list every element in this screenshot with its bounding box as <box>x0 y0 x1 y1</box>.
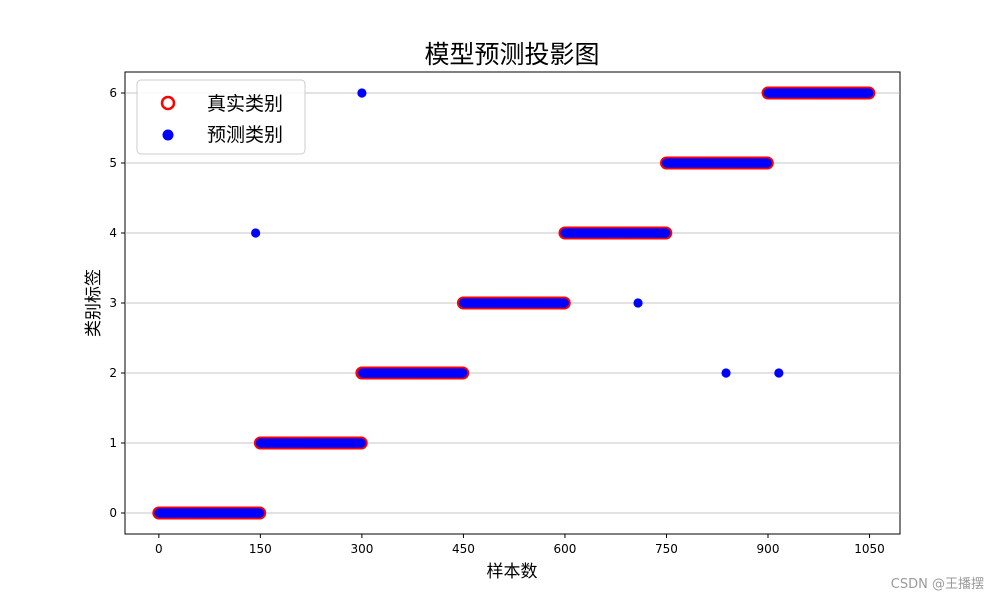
legend-label-true: 真实类别 <box>207 93 283 115</box>
pred-point <box>661 228 671 238</box>
series-pred-layer <box>154 88 874 518</box>
x-tick-label: 300 <box>350 542 373 556</box>
y-tick-label: 1 <box>109 436 117 450</box>
y-axis-title: 类别标签 <box>84 269 104 337</box>
watermark: CSDN @王播摆 <box>890 577 984 592</box>
pred-point <box>356 438 366 448</box>
pred-point <box>458 368 468 378</box>
x-tick-label: 750 <box>655 542 678 556</box>
x-tick-label: 900 <box>757 542 780 556</box>
y-tick-label: 6 <box>109 86 117 100</box>
x-tick-label: 1050 <box>854 542 885 556</box>
legend-box <box>136 79 306 155</box>
pred-point <box>633 298 643 308</box>
y-tick-label: 4 <box>109 226 117 240</box>
y-tick-label: 0 <box>109 506 117 520</box>
chart-title: 模型预测投影图 <box>424 40 599 69</box>
y-tick-label: 2 <box>109 366 117 380</box>
pred-point <box>255 508 265 518</box>
legend-marker-pred <box>162 129 174 141</box>
x-tick-label: 600 <box>554 542 577 556</box>
legend: 真实类别 预测类别 <box>136 79 306 155</box>
pred-point <box>559 298 569 308</box>
legend-marker-true <box>160 95 176 111</box>
pred-point <box>774 368 784 378</box>
x-tick-label: 0 <box>155 542 163 556</box>
x-axis-title: 样本数 <box>487 562 538 582</box>
y-tick-label: 3 <box>109 296 117 310</box>
y-tick-label: 5 <box>109 156 117 170</box>
pred-point <box>864 88 874 98</box>
pred-point <box>762 158 772 168</box>
x-tick-label: 450 <box>452 542 475 556</box>
pred-point <box>357 88 367 98</box>
pred-point <box>721 368 731 378</box>
legend-label-pred: 预测类别 <box>207 124 283 146</box>
x-tick-label: 150 <box>249 542 272 556</box>
pred-point <box>251 228 261 238</box>
axis-layer: 0 1 2 3 4 5 6 0 150 300 450 600 750 900 1050 <box>109 86 884 556</box>
